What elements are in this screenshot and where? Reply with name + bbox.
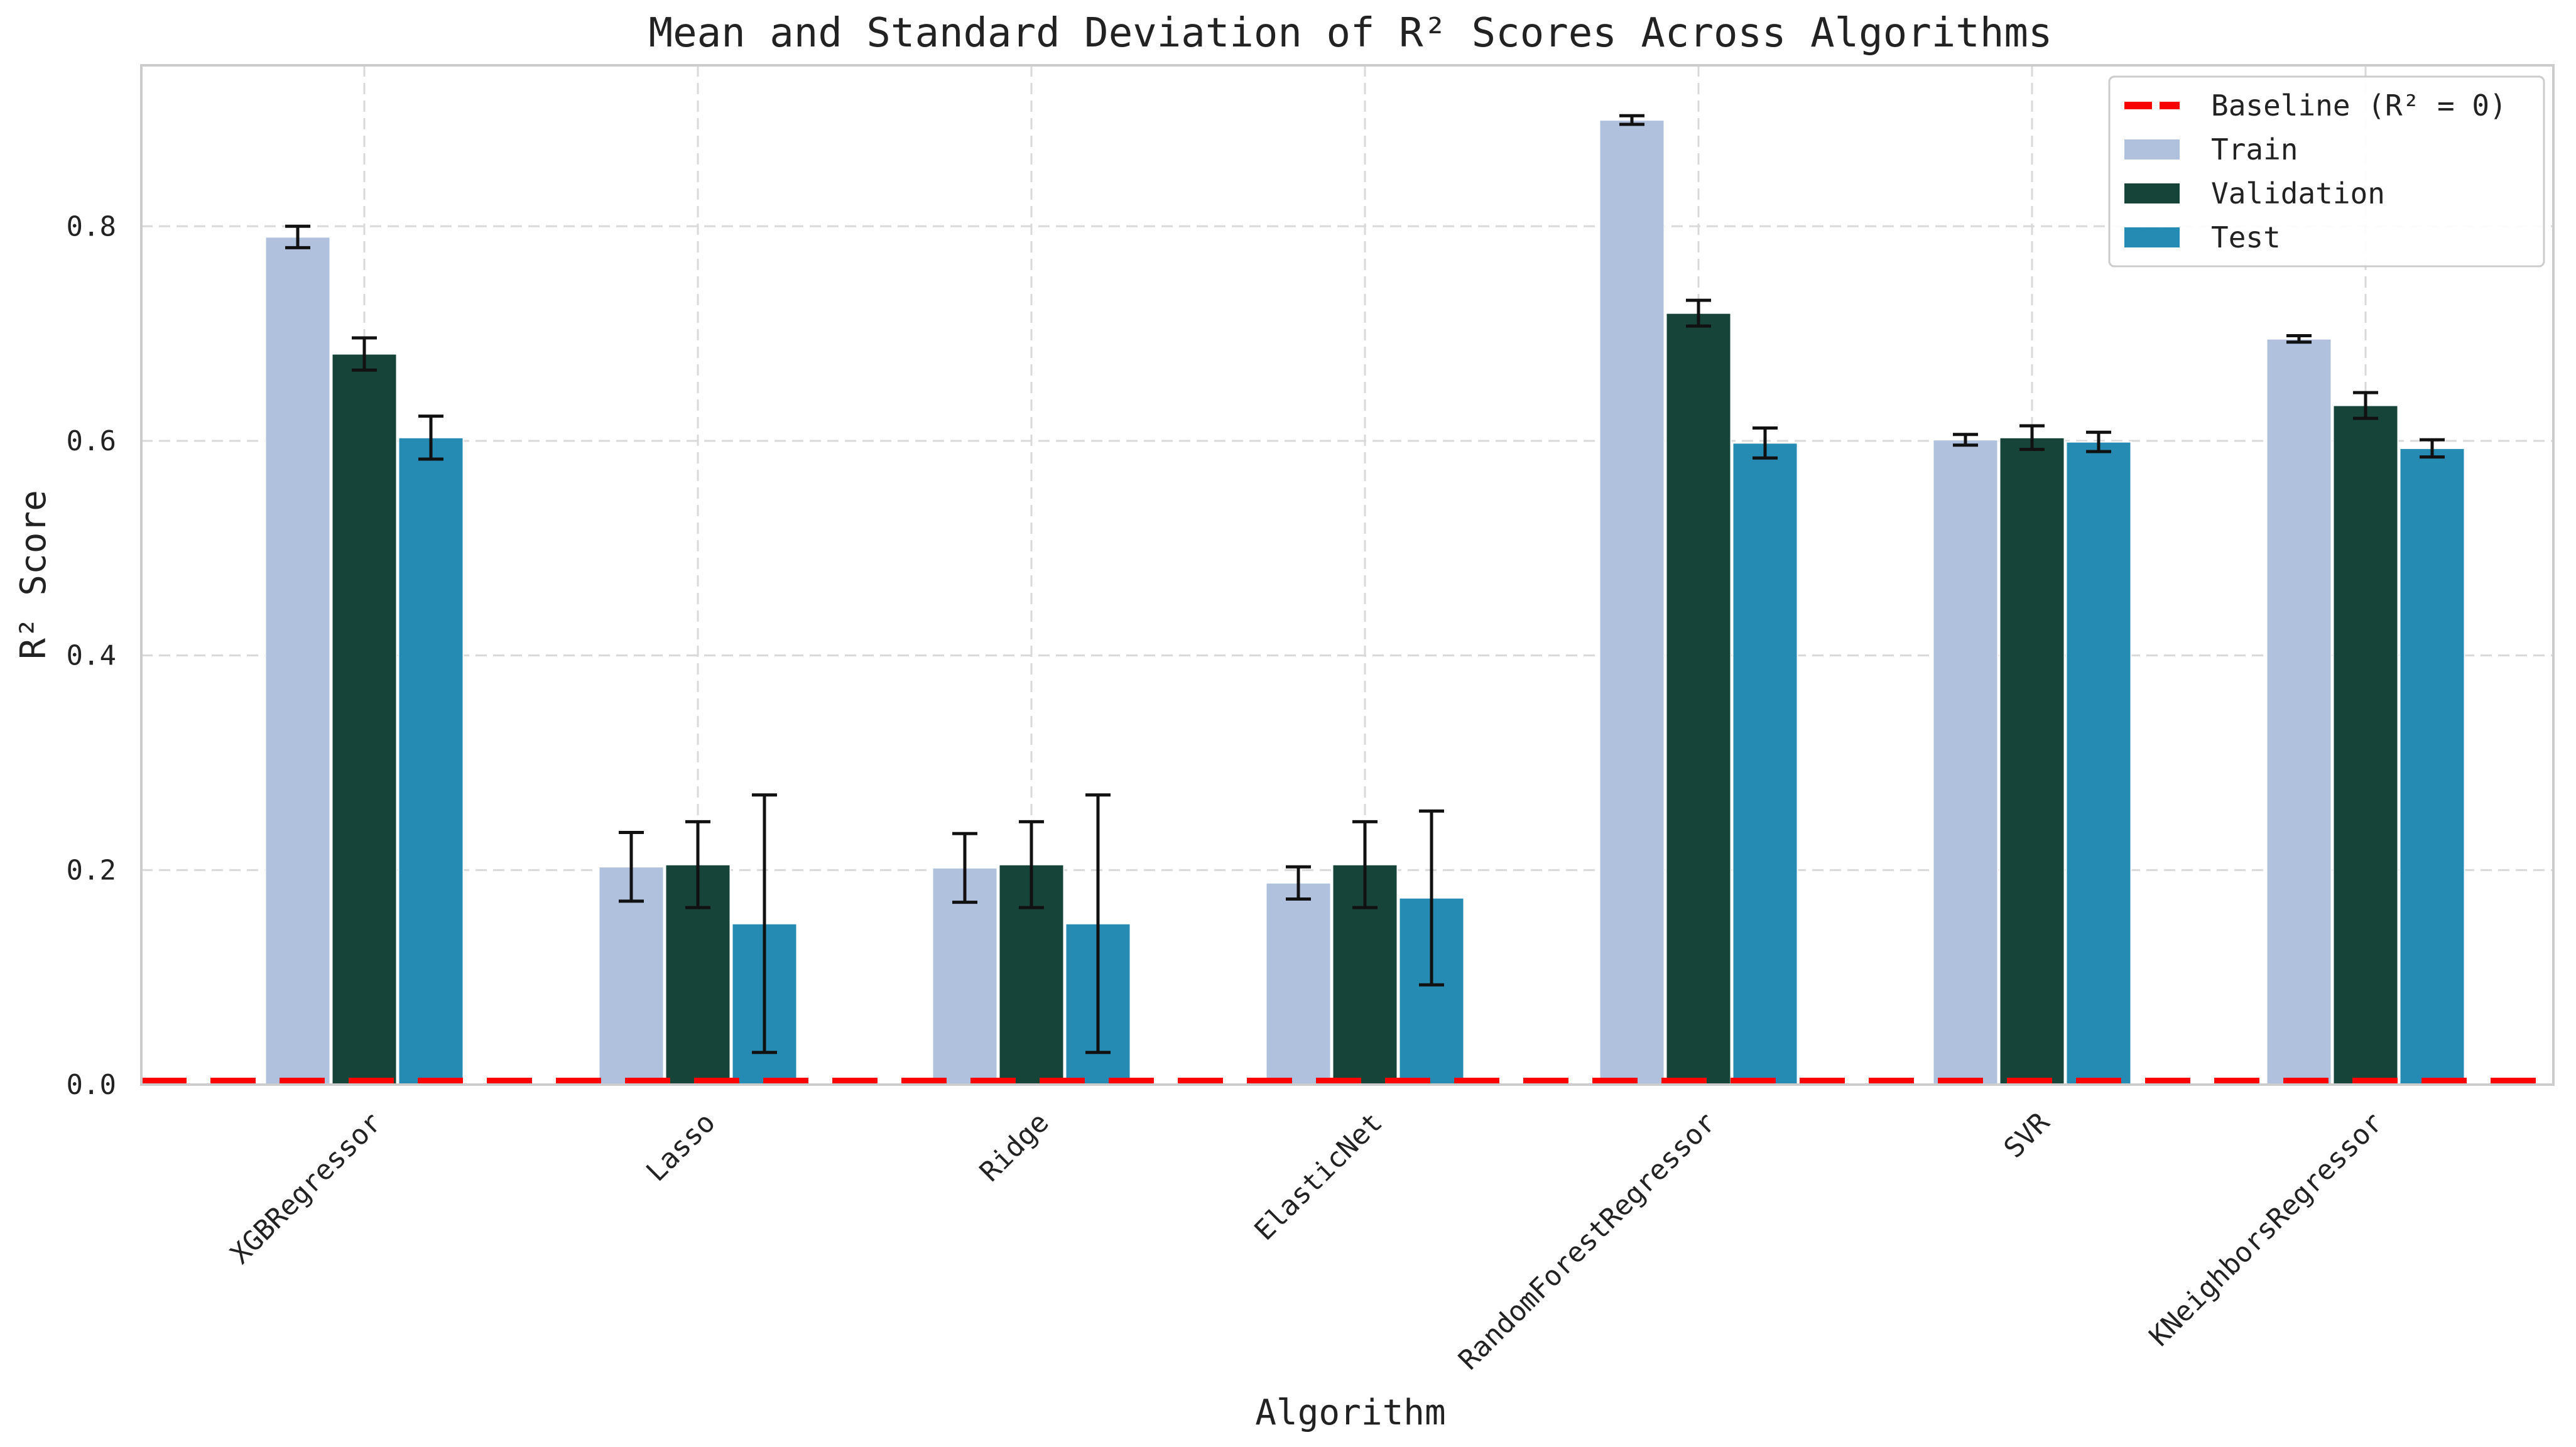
y-tick-label: 0.0: [67, 1069, 116, 1101]
bar-train-randomforestregressor: [1599, 119, 1665, 1085]
error-bar-test-elasticnet: [1419, 809, 1444, 987]
bar-test-kneighborsregressor: [2399, 447, 2465, 1085]
error-bar-validation-svr: [2019, 424, 2045, 452]
bar-validation-svr: [1999, 436, 2065, 1085]
error-bar-train-ridge: [952, 832, 977, 904]
y-tick-label: 0.6: [67, 425, 116, 457]
legend-swatch-train: [2124, 139, 2180, 160]
error-bar-train-lasso: [619, 831, 644, 903]
bar-train-ridge: [932, 867, 998, 1085]
legend: Baseline (R² = 0) Train Validation Test: [2108, 75, 2545, 268]
legend-box: [2108, 75, 2545, 268]
error-bar-validation-lasso: [685, 820, 710, 909]
bar-train-lasso: [598, 866, 665, 1086]
error-bar-train-kneighborsregressor: [2286, 334, 2312, 344]
bar-validation-kneighborsregressor: [2332, 404, 2399, 1085]
error-bar-validation-elasticnet: [1352, 820, 1378, 909]
bar-train-svr: [1932, 439, 1999, 1086]
error-bar-train-svr: [1953, 433, 1978, 447]
y-tick-label: 0.8: [67, 210, 116, 242]
bar-train-elasticnet: [1265, 882, 1332, 1086]
bar-test-xgbregressor: [398, 436, 464, 1085]
plot-frame: [140, 64, 2555, 1086]
error-bar-train-xgbregressor: [285, 224, 310, 249]
chart-title: Mean and Standard Deviation of R² Scores…: [649, 10, 2053, 57]
bar-validation-randomforestregressor: [1665, 312, 1732, 1085]
bar-train-kneighborsregressor: [2266, 338, 2332, 1085]
bar-test-randomforestregressor: [1732, 442, 1798, 1085]
bar-test-svr: [2065, 441, 2132, 1085]
legend-label-train: Train: [2211, 133, 2298, 166]
error-bar-validation-randomforestregressor: [1686, 298, 1711, 328]
y-tick-label: 0.4: [67, 640, 116, 672]
error-bar-test-svr: [2086, 430, 2111, 453]
error-bar-test-xgbregressor: [418, 415, 443, 461]
y-tick-label: 0.2: [67, 854, 116, 886]
error-bar-validation-ridge: [1019, 820, 1044, 909]
error-bar-train-elasticnet: [1286, 865, 1311, 901]
error-bar-test-randomforestregressor: [1753, 426, 1778, 460]
bar-train-xgbregressor: [264, 236, 331, 1085]
error-bar-validation-xgbregressor: [352, 336, 377, 372]
bar-validation-xgbregressor: [331, 353, 398, 1085]
error-bar-test-lasso: [752, 793, 777, 1054]
error-bar-test-kneighborsregressor: [2420, 438, 2445, 459]
y-axis-label: R² Score: [13, 490, 54, 659]
error-bar-train-randomforestregressor: [1619, 114, 1644, 126]
legend-swatch-validation: [2124, 183, 2180, 203]
error-bar-validation-kneighborsregressor: [2353, 391, 2378, 420]
legend-label-test: Test: [2211, 220, 2281, 254]
legend-label-baseline: Baseline (R² = 0): [2211, 89, 2507, 122]
error-bar-test-ridge: [1085, 793, 1111, 1054]
legend-swatch-test: [2124, 227, 2180, 247]
bars: [264, 114, 2465, 1086]
x-axis-label: Algorithm: [1255, 1392, 1445, 1433]
legend-label-validation: Validation: [2211, 176, 2385, 210]
